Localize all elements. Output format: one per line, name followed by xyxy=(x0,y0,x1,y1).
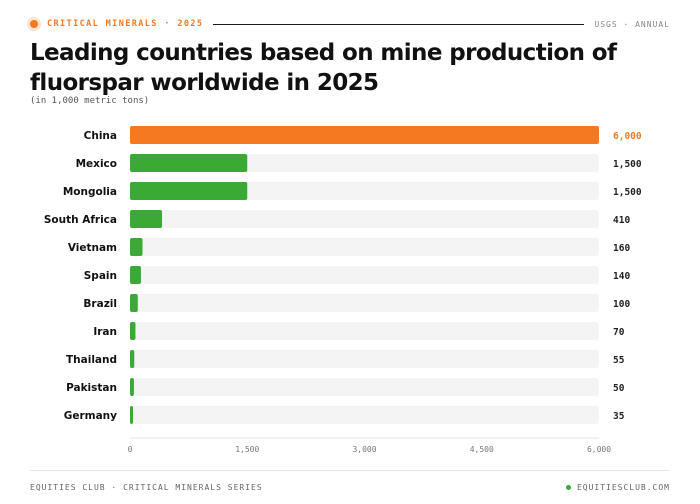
bar xyxy=(130,266,141,284)
value-label: 100 xyxy=(613,299,630,310)
bar xyxy=(130,406,133,424)
category-label: Spain xyxy=(84,270,117,282)
x-tick-label: 1,500 xyxy=(235,445,259,454)
value-label: 70 xyxy=(613,327,625,338)
category-label: Brazil xyxy=(83,298,117,310)
x-tick-label: 3,000 xyxy=(352,445,376,454)
bar xyxy=(130,350,135,368)
footer-site: EQUITIESCLUB.COM xyxy=(565,483,670,492)
bar-track xyxy=(130,294,599,312)
category-label: Thailand xyxy=(66,354,117,366)
footer-series-label: EQUITIES CLUB · CRITICAL MINERALS SERIES xyxy=(30,483,263,492)
value-label: 6,000 xyxy=(613,131,642,142)
chart-title: Leading countries based on mine producti… xyxy=(30,40,617,96)
category-label: Vietnam xyxy=(68,242,117,254)
bar-track xyxy=(130,266,599,284)
value-label: 140 xyxy=(613,271,630,282)
category-label: China xyxy=(84,130,117,142)
bar-track xyxy=(130,378,599,396)
source-label: USGS · ANNUAL xyxy=(594,19,670,29)
footer-site-link[interactable]: EQUITIESCLUB.COM xyxy=(576,483,670,492)
value-label: 410 xyxy=(613,215,630,226)
category-label: South Africa xyxy=(44,214,117,226)
bar xyxy=(130,378,134,396)
bar xyxy=(130,294,138,312)
category-label: Pakistan xyxy=(66,382,117,394)
x-tick-label: 0 xyxy=(128,445,133,454)
status-dot-icon xyxy=(30,20,38,28)
footer-dot-icon xyxy=(565,485,571,490)
bar-track xyxy=(130,238,599,256)
bar xyxy=(130,210,163,228)
header-rule xyxy=(213,23,585,25)
bar xyxy=(130,126,599,144)
x-tick-label: 4,500 xyxy=(470,445,494,454)
category-label: Mexico xyxy=(76,158,117,170)
footer-divider xyxy=(30,470,670,471)
bar-track xyxy=(130,322,599,340)
value-label: 160 xyxy=(613,243,630,254)
bar-track xyxy=(130,210,599,228)
value-label: 50 xyxy=(613,383,625,394)
bar xyxy=(130,238,143,256)
value-label: 1,500 xyxy=(613,187,642,198)
bar xyxy=(130,182,248,200)
kicker-label: CRITICAL MINERALS · 2025 xyxy=(47,19,204,29)
header-bar: CRITICAL MINERALS · 2025 USGS · ANNUAL xyxy=(30,16,670,32)
bar-track xyxy=(130,350,599,368)
x-tick-label: 6,000 xyxy=(587,445,611,454)
bar-track xyxy=(130,406,599,424)
category-label: Germany xyxy=(64,410,117,422)
value-label: 35 xyxy=(613,411,625,422)
value-label: 1,500 xyxy=(613,159,642,170)
bar xyxy=(130,154,248,172)
chart-subtitle: (in 1,000 metric tons) xyxy=(30,96,150,106)
category-label: Iran xyxy=(93,326,117,338)
category-label: Mongolia xyxy=(63,186,117,198)
value-label: 55 xyxy=(613,355,625,366)
bar xyxy=(130,322,136,340)
